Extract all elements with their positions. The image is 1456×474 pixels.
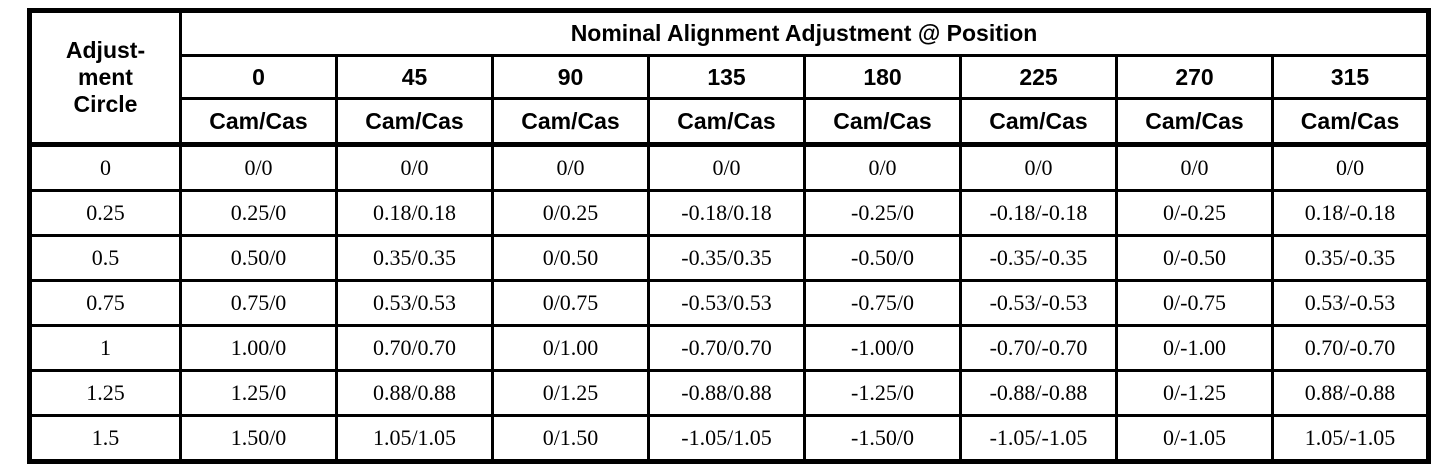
camcas-value: 0.53/0.53 [335,279,494,327]
camcas-value: 0/0 [179,142,338,192]
alignment-adjustment-table: Adjust- ment Circle Nominal Alignment Ad… [27,8,1432,464]
table-row: 0.5 0.50/0 0.35/0.35 0/0.50 -0.35/0.35 -0.50/… [28,234,1431,282]
camcas-value: 0.75/0 [179,279,338,327]
adjustment-circle-value: 0.75 [28,279,182,327]
camcas-value: 0.18/-0.18 [1270,189,1431,237]
adjustment-circle-value: 0 [28,142,182,192]
camcas-subheader-90: Cam/Cas [491,97,650,146]
table-row: 0.75 0.75/0 0.53/0.53 0/0.75 -0.53/0.53 -0.75… [28,279,1431,327]
camcas-value: 0/0 [647,142,806,192]
camcas-value: 0/0 [1270,142,1431,192]
camcas-value: 0/0 [803,142,962,192]
camcas-value: 0/0 [335,142,494,192]
position-header-90: 90 [491,54,650,100]
camcas-value: 0.35/-0.35 [1270,234,1431,282]
table-row: 1.5 1.50/0 1.05/1.05 0/1.50 -1.05/1.05 -1.50/… [28,414,1431,463]
position-header-135: 135 [647,54,806,100]
table-row: 0 0/0 0/0 0/0 0/0 0/0 0/0 0/0 0/0 [28,142,1431,192]
position-header-0: 0 [179,54,338,100]
camcas-value: -0.35/-0.35 [959,234,1118,282]
camcas-value: -0.50/0 [803,234,962,282]
camcas-value: -0.25/0 [803,189,962,237]
camcas-value: -1.05/-1.05 [959,414,1118,463]
adjustment-circle-value: 0.5 [28,234,182,282]
adjustment-circle-value: 1.25 [28,369,182,417]
adjustment-circle-header: Adjust- ment Circle [28,9,182,146]
table-row: 1.25 1.25/0 0.88/0.88 0/1.25 -0.88/0.88 -1.25… [28,369,1431,417]
camcas-value: -0.18/-0.18 [959,189,1118,237]
table-body: 0 0/0 0/0 0/0 0/0 0/0 0/0 0/0 0/0 0.25 0.25/0 0.18/… [28,142,1431,463]
camcas-value: 0/0.25 [491,189,650,237]
camcas-value: 0.35/0.35 [335,234,494,282]
camcas-value: 0.88/0.88 [335,369,494,417]
camcas-subheader-315: Cam/Cas [1270,97,1431,146]
camcas-subheader-45: Cam/Cas [335,97,494,146]
camcas-subheader-135: Cam/Cas [647,97,806,146]
camcas-value: -0.53/0.53 [647,279,806,327]
table-title: Nominal Alignment Adjustment @ Position [178,9,1431,57]
camcas-value: -1.25/0 [803,369,962,417]
camcas-value: 0/-1.00 [1115,324,1274,372]
position-header-row: 0 45 90 135 180 225 270 315 [30,54,1431,100]
position-header-270: 270 [1115,54,1274,100]
camcas-value: 0.50/0 [179,234,338,282]
camcas-subheader-270: Cam/Cas [1115,97,1274,146]
camcas-value: 0/0 [491,142,650,192]
camcas-value: -0.88/-0.88 [959,369,1118,417]
table-row: 1 1.00/0 0.70/0.70 0/1.00 -0.70/0.70 -1.00/0-… [28,324,1431,372]
camcas-value: 0/0.75 [491,279,650,327]
camcas-value: 0/0 [959,142,1118,192]
camcas-value: 0/-0.50 [1115,234,1274,282]
camcas-value: -0.53/-0.53 [959,279,1118,327]
camcas-subheader-0: Cam/Cas [179,97,338,146]
camcas-value: 0/1.50 [491,414,650,463]
camcas-subheader-225: Cam/Cas [959,97,1118,146]
camcas-value: 0/-1.05 [1115,414,1274,463]
camcas-value: 0/-0.25 [1115,189,1274,237]
camcas-value: -1.00/0 [803,324,962,372]
adjustment-circle-value: 1 [28,324,182,372]
camcas-value: 0/-1.25 [1115,369,1274,417]
camcas-value: -0.70/-0.70 [959,324,1118,372]
camcas-value: -0.75/0 [803,279,962,327]
table-title-row: Adjust- ment Circle Nominal Alignment Ad… [28,9,1431,146]
camcas-value: 0/0.50 [491,234,650,282]
camcas-value: 0.88/-0.88 [1270,369,1431,417]
camcas-value: 1.05/1.05 [335,414,494,463]
camcas-value: -1.50/0 [803,414,962,463]
camcas-value: 1.00/0 [179,324,338,372]
camcas-value: -0.18/0.18 [647,189,806,237]
camcas-value: 1.05/-1.05 [1270,414,1431,463]
position-header-45: 45 [335,54,494,100]
camcas-value: -1.05/1.05 [647,414,806,463]
adjustment-circle-value: 0.25 [28,189,182,237]
camcas-subheader-180: Cam/Cas [803,97,962,146]
camcas-value: 0.70/-0.70 [1270,324,1431,372]
camcas-value: -0.35/0.35 [647,234,806,282]
camcas-value: 0.25/0 [179,189,338,237]
camcas-value: 1.50/0 [179,414,338,463]
camcas-header-row: Cam/Cas Cam/Cas Cam/Cas Cam/Cas Cam/Cas Cam/C… [30,97,1431,146]
position-header-180: 180 [803,54,962,100]
camcas-value: 0/-0.75 [1115,279,1274,327]
camcas-value: 0/1.00 [491,324,650,372]
position-header-315: 315 [1270,54,1431,100]
position-header-225: 225 [959,54,1118,100]
camcas-value: 0/1.25 [491,369,650,417]
adjustment-circle-value: 1.5 [28,414,182,463]
camcas-value: 0.53/-0.53 [1270,279,1431,327]
camcas-value: 1.25/0 [179,369,338,417]
camcas-value: -0.88/0.88 [647,369,806,417]
table-row: 0.25 0.25/0 0.18/0.18 0/0.25 -0.18/0.18 -0.25… [28,189,1431,237]
camcas-value: 0/0 [1115,142,1274,192]
camcas-value: -0.70/0.70 [647,324,806,372]
camcas-value: 0.18/0.18 [335,189,494,237]
camcas-value: 0.70/0.70 [335,324,494,372]
